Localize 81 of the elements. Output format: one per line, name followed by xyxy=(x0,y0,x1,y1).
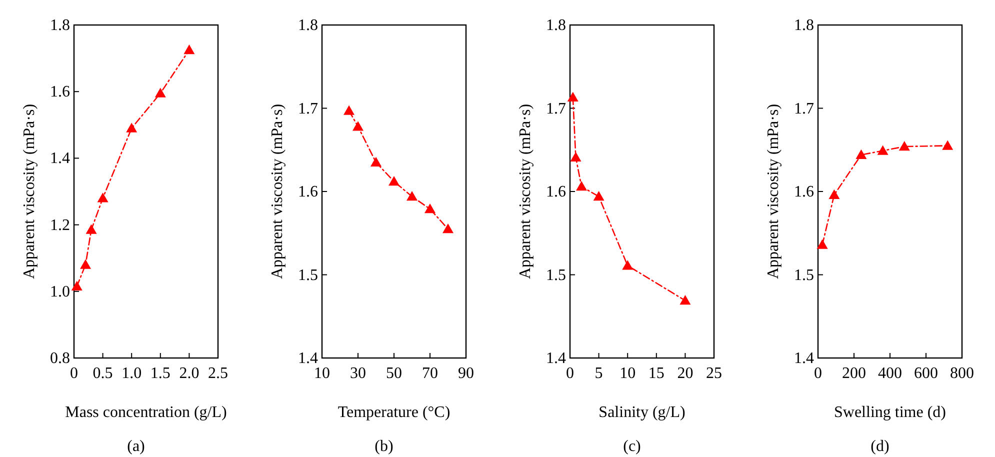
x-tick-label: 200 xyxy=(842,365,866,382)
y-axis-title: Apparent viscosity (mPa·s) xyxy=(517,104,534,280)
y-tick-label: 0.8 xyxy=(50,350,70,367)
point xyxy=(898,141,910,151)
x-tick-label: 5 xyxy=(594,365,603,382)
point xyxy=(388,176,400,186)
x-tick-label: 30 xyxy=(350,365,366,382)
point xyxy=(442,223,454,234)
point xyxy=(593,190,604,201)
point xyxy=(184,44,195,54)
y-tick-label: 1.5 xyxy=(298,266,318,284)
x-tick-label: 90 xyxy=(458,365,474,382)
point xyxy=(154,88,166,98)
point xyxy=(622,260,634,270)
x-tick-label: 800 xyxy=(950,365,974,382)
text: (c) xyxy=(623,438,641,455)
x-tick-label: 0 xyxy=(566,365,574,382)
y-tick-label: 1.7 xyxy=(546,100,566,118)
y-tick-label: 1.8 xyxy=(50,17,70,34)
x-tick-label: 2.0 xyxy=(179,365,200,382)
y-tick-label: 1.4 xyxy=(794,350,814,367)
text: (b) xyxy=(374,438,394,455)
point xyxy=(680,295,691,305)
point xyxy=(352,121,364,131)
point xyxy=(71,280,82,291)
x-axis-title: Swelling time (d) xyxy=(834,404,946,421)
point xyxy=(576,181,588,191)
x-tick-label: 0 xyxy=(814,365,822,382)
x-tick-label: 20 xyxy=(677,365,694,382)
point xyxy=(370,156,382,166)
x-tick-label: 10 xyxy=(314,365,330,382)
point xyxy=(567,92,578,102)
y-tick-label: 1.8 xyxy=(546,17,566,34)
y-axis-title: Apparent viscosity (mPa·s) xyxy=(765,104,782,280)
x-axis-title: Mass concentration (g/L) xyxy=(65,404,227,421)
y-tick-label: 1.8 xyxy=(794,17,814,34)
x-tick-label: 1.0 xyxy=(122,365,142,382)
y-tick-label: 1.0 xyxy=(50,283,70,300)
y-tick-label: 1.5 xyxy=(794,266,814,284)
point xyxy=(877,145,888,155)
y-tick-label: 1.6 xyxy=(298,184,318,200)
x-tick-label: 70 xyxy=(422,365,438,382)
x-tick-label: 15 xyxy=(648,365,664,382)
y-tick-label: 1.7 xyxy=(794,100,814,118)
y-tick-label: 1.6 xyxy=(794,184,814,200)
point xyxy=(97,192,108,202)
point xyxy=(406,190,418,201)
y-axis-title: Apparent viscosity (mPa·s) xyxy=(269,104,286,280)
x-tick-label: 2.5 xyxy=(208,365,228,382)
x-tick-label: 0.5 xyxy=(92,365,113,382)
y-tick-label: 1.2 xyxy=(50,216,70,234)
point xyxy=(126,122,138,132)
x-tick-label: 25 xyxy=(706,365,722,382)
point xyxy=(344,105,354,115)
point xyxy=(816,239,828,249)
point xyxy=(856,149,867,159)
point xyxy=(424,203,436,214)
point xyxy=(942,140,954,150)
point xyxy=(86,224,97,234)
point xyxy=(570,152,582,162)
point xyxy=(80,259,92,269)
text: (d) xyxy=(870,438,890,455)
point xyxy=(828,189,840,199)
x-tick-label: 600 xyxy=(914,365,938,382)
text: (a) xyxy=(127,438,145,455)
y-tick-label: 1.7 xyxy=(298,100,318,118)
y-tick-label: 1.4 xyxy=(298,350,318,367)
x-tick-label: 0 xyxy=(70,365,78,382)
x-tick-label: 400 xyxy=(878,365,902,382)
x-axis-title: Temperature (°C) xyxy=(338,404,450,421)
y-tick-label: 1.8 xyxy=(298,17,318,34)
x-axis-title: Salinity (g/L) xyxy=(598,404,686,421)
x-tick-label: 10 xyxy=(620,365,636,382)
x-tick-label: 50 xyxy=(386,365,402,382)
y-tick-label: 1.6 xyxy=(546,184,566,200)
y-tick-label: 1.4 xyxy=(50,150,70,168)
y-tick-label: 1.5 xyxy=(546,266,566,284)
y-tick-label: 1.6 xyxy=(50,84,70,101)
x-tick-label: 1.5 xyxy=(150,365,170,382)
y-tick-label: 1.4 xyxy=(546,350,566,367)
y-axis-title: Apparent viscosity (mPa·s) xyxy=(21,104,38,280)
